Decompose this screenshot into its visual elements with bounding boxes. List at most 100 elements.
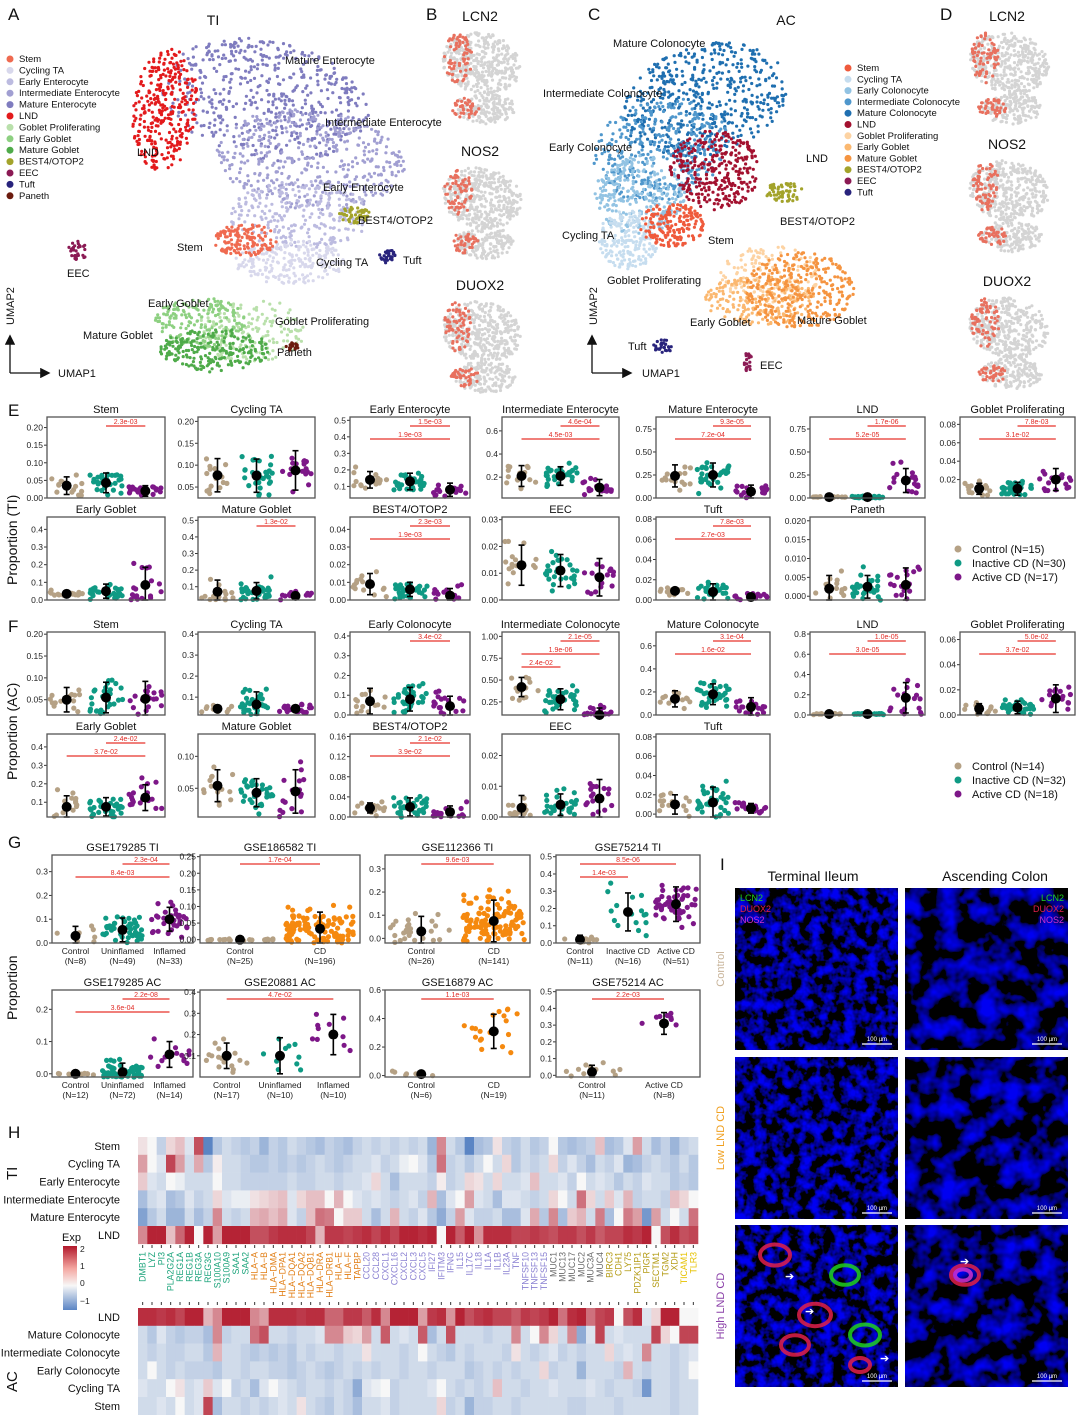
umap-point xyxy=(671,203,676,207)
umap-point xyxy=(76,252,80,256)
umap-point xyxy=(210,367,214,371)
umap-point xyxy=(743,308,748,312)
umap-point xyxy=(766,296,770,301)
umap-point xyxy=(649,110,654,114)
umap-point xyxy=(247,36,251,40)
umap-point xyxy=(329,82,333,86)
umap-point xyxy=(330,110,334,114)
umap-point xyxy=(136,134,140,138)
umap-point xyxy=(743,197,748,201)
umap-point xyxy=(360,201,364,205)
umap-point xyxy=(679,54,683,58)
umap-point xyxy=(260,351,265,356)
umap-point xyxy=(673,149,678,153)
umap-point xyxy=(326,201,331,205)
umap-point xyxy=(714,115,718,119)
umap-point xyxy=(663,182,667,186)
umap-point xyxy=(750,93,754,97)
umap-point xyxy=(305,193,309,197)
umap-point xyxy=(608,216,612,220)
umap-point xyxy=(248,345,252,349)
umap-point xyxy=(143,155,147,159)
umap-point xyxy=(662,221,666,225)
umap-point xyxy=(249,247,253,251)
umap-point xyxy=(620,236,624,240)
umap-point xyxy=(362,149,366,153)
umap-point xyxy=(298,259,302,263)
umap-point xyxy=(306,231,310,235)
umap-point xyxy=(604,217,609,221)
umap-point xyxy=(178,82,182,86)
umap-point xyxy=(258,134,262,139)
umap-point xyxy=(738,144,742,148)
umap-point xyxy=(635,219,639,223)
umap-point xyxy=(601,221,605,226)
umap-point xyxy=(230,328,234,332)
umap-point xyxy=(212,66,216,70)
umap-point xyxy=(373,191,378,195)
umap-point xyxy=(731,167,735,171)
umap-point xyxy=(655,101,659,105)
umap-point xyxy=(290,341,294,345)
umap-point xyxy=(238,152,242,156)
umap-point xyxy=(300,171,304,175)
umap-point xyxy=(271,259,275,263)
umap-point xyxy=(378,140,382,145)
umap-point xyxy=(266,145,270,149)
umap-point xyxy=(267,93,271,97)
umap-point xyxy=(182,59,186,63)
umap-point xyxy=(185,141,189,145)
umap-point xyxy=(238,243,242,247)
umap-point xyxy=(782,314,786,318)
umap-point xyxy=(155,116,159,120)
umap-ti-cluster xyxy=(67,239,87,261)
umap-point xyxy=(681,159,685,163)
umap-point xyxy=(260,347,264,352)
umap-point xyxy=(296,185,300,189)
umap-point xyxy=(339,138,343,142)
umap-point xyxy=(252,269,256,274)
umap-point xyxy=(174,358,178,362)
umap-point xyxy=(259,236,263,240)
umap-point xyxy=(652,126,656,130)
umap-point xyxy=(228,345,232,349)
umap-point xyxy=(288,330,292,334)
umap-point xyxy=(664,140,668,144)
umap-point xyxy=(259,151,263,155)
umap-point xyxy=(246,80,250,84)
umap-point xyxy=(647,199,651,203)
umap-point xyxy=(266,100,270,104)
umap-point xyxy=(717,138,721,142)
umap-point xyxy=(135,139,139,143)
umap-point xyxy=(214,130,218,134)
umap-point xyxy=(362,185,366,189)
umap-point xyxy=(765,61,769,65)
umap-point xyxy=(331,253,335,257)
umap-point xyxy=(332,248,337,252)
umap-point xyxy=(651,157,655,161)
umap-point xyxy=(647,117,652,121)
umap-point xyxy=(189,341,193,345)
umap-point xyxy=(679,193,684,197)
umap-point xyxy=(663,74,667,78)
umap-point xyxy=(726,132,730,136)
umap-point xyxy=(300,113,305,117)
umap-point xyxy=(321,276,325,280)
umap-point xyxy=(261,299,266,303)
umap-point xyxy=(742,280,746,284)
umap-point xyxy=(284,236,288,240)
umap-point xyxy=(141,83,145,88)
umap-point xyxy=(677,106,681,110)
umap-point xyxy=(195,97,199,101)
umap-point xyxy=(726,171,730,175)
umap-point xyxy=(250,354,254,358)
umap-point xyxy=(154,147,158,151)
umap-point xyxy=(630,113,634,117)
umap-point xyxy=(717,282,722,286)
umap-point xyxy=(626,178,630,182)
umap-point xyxy=(165,354,169,358)
umap-point xyxy=(257,239,261,243)
umap-point xyxy=(346,168,350,172)
umap-point xyxy=(306,249,310,253)
umap-point xyxy=(682,229,686,234)
